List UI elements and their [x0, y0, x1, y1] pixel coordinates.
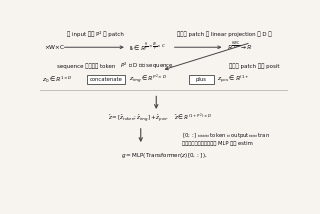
Text: 對每個 patch 做 linear projection 到 D 維: 對每個 patch 做 linear projection 到 D 維	[177, 31, 272, 37]
Text: sequence 加上一個 token: sequence 加上一個 token	[57, 63, 116, 68]
Text: 的預測架構，再將其丟入 MLP 輸出 estim: 的預測架構，再將其丟入 MLP 輸出 estim	[182, 141, 253, 146]
FancyBboxPatch shape	[86, 75, 125, 84]
Text: $\mathbb{R}^{\frac{HWC}{P^2}} \rightarrow \mathbb{R}$: $\mathbb{R}^{\frac{HWC}{P^2}} \rightarro…	[227, 41, 252, 53]
Text: $z_{img} \in \mathbb{R}^{P^2 \times D}$: $z_{img} \in \mathbb{R}^{P^2 \times D}$	[129, 73, 167, 86]
Text: $z_{pos} \in \mathbb{R}^{(1+}$: $z_{pos} \in \mathbb{R}^{(1+}$	[217, 74, 250, 85]
Text: 将 input 切為 P² 個 patch: 将 input 切為 P² 個 patch	[68, 31, 124, 37]
Text: plus: plus	[196, 77, 207, 82]
Text: $z_0 \in \mathbb{R}^{1 \times D}$: $z_0 \in \mathbb{R}^{1 \times D}$	[42, 74, 72, 85]
Text: ×W×C: ×W×C	[44, 45, 64, 50]
Text: $\hat{z} = [\hat{z}_{token}; \hat{z}_{img}] + \hat{z}_{pos}, \quad \hat{z} \in \: $\hat{z} = [\hat{z}_{token}; \hat{z}_{im…	[108, 111, 212, 125]
Text: concatenate: concatenate	[89, 77, 122, 82]
Text: $P^2$ 個 D 維的 sequence: $P^2$ 個 D 維的 sequence	[120, 61, 174, 71]
Text: $[0; :]$ 表示只取 token 的 output，此為 tran: $[0; :]$ 表示只取 token 的 output，此為 tran	[182, 131, 270, 140]
Text: $g = \mathrm{MLP}(\mathrm{Transformer}(z)[0, :]),$: $g = \mathrm{MLP}(\mathrm{Transformer}(z…	[121, 150, 208, 160]
Text: $\mathbf{I}_i \in \mathbb{R}^{\frac{H}{P} \times \frac{W}{P} \times C}$: $\mathbf{I}_i \in \mathbb{R}^{\frac{H}{P…	[129, 41, 166, 54]
Text: 對每個 patch 加上 posit: 對每個 patch 加上 posit	[229, 63, 280, 68]
FancyBboxPatch shape	[189, 75, 214, 84]
